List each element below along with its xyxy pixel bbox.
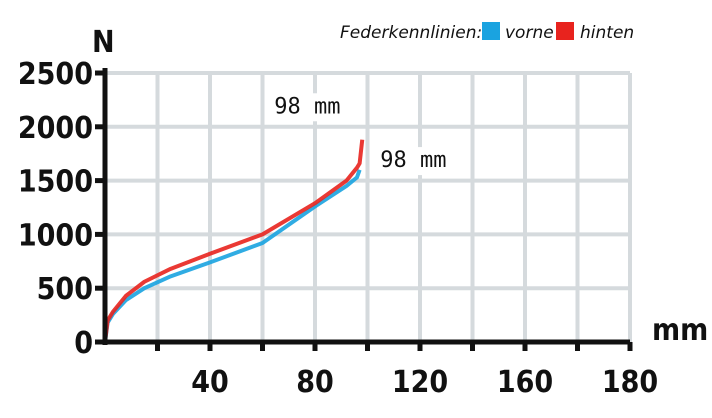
y-tick-label: 2500 bbox=[18, 57, 93, 92]
annotation-label: 98 mm bbox=[380, 148, 446, 173]
y-tick-label: 1000 bbox=[18, 218, 93, 253]
series-lines bbox=[103, 139, 365, 343]
y-tick-label: 0 bbox=[74, 326, 93, 361]
annotation-label: 98 mm bbox=[274, 94, 340, 119]
x-tick-label: 80 bbox=[296, 365, 334, 400]
legend-swatch-hinten bbox=[556, 22, 574, 40]
legend-label-hinten: hinten bbox=[580, 23, 634, 43]
axes bbox=[95, 68, 633, 351]
x-tick-label: 40 bbox=[191, 365, 229, 400]
y-axis-label: N bbox=[92, 25, 115, 60]
y-tick-label: 1500 bbox=[18, 165, 93, 200]
y-tick-label: 2000 bbox=[18, 111, 93, 146]
tick-labels: 0 500 1000 1500 2000 2500 40 80 120 160 180 bbox=[18, 57, 658, 400]
x-tick-label: 180 bbox=[602, 365, 658, 400]
x-tick-label: 160 bbox=[497, 365, 553, 400]
legend-swatch-vorne bbox=[482, 22, 500, 40]
grid bbox=[105, 71, 632, 342]
series-line-hinten bbox=[103, 139, 365, 343]
legend: Federkennlinien: vorne hinten bbox=[340, 22, 634, 43]
series-line-vorne bbox=[103, 169, 362, 343]
legend-title: Federkennlinien: bbox=[340, 23, 482, 43]
x-tick-label: 120 bbox=[392, 365, 448, 400]
annotations: 98 mm 98 mm bbox=[270, 93, 467, 176]
y-tick-label: 500 bbox=[37, 272, 93, 307]
x-axis-label: mm bbox=[652, 313, 708, 348]
legend-label-vorne: vorne bbox=[505, 23, 554, 43]
annotation-bg bbox=[270, 93, 361, 122]
annotation-bg bbox=[376, 147, 467, 176]
